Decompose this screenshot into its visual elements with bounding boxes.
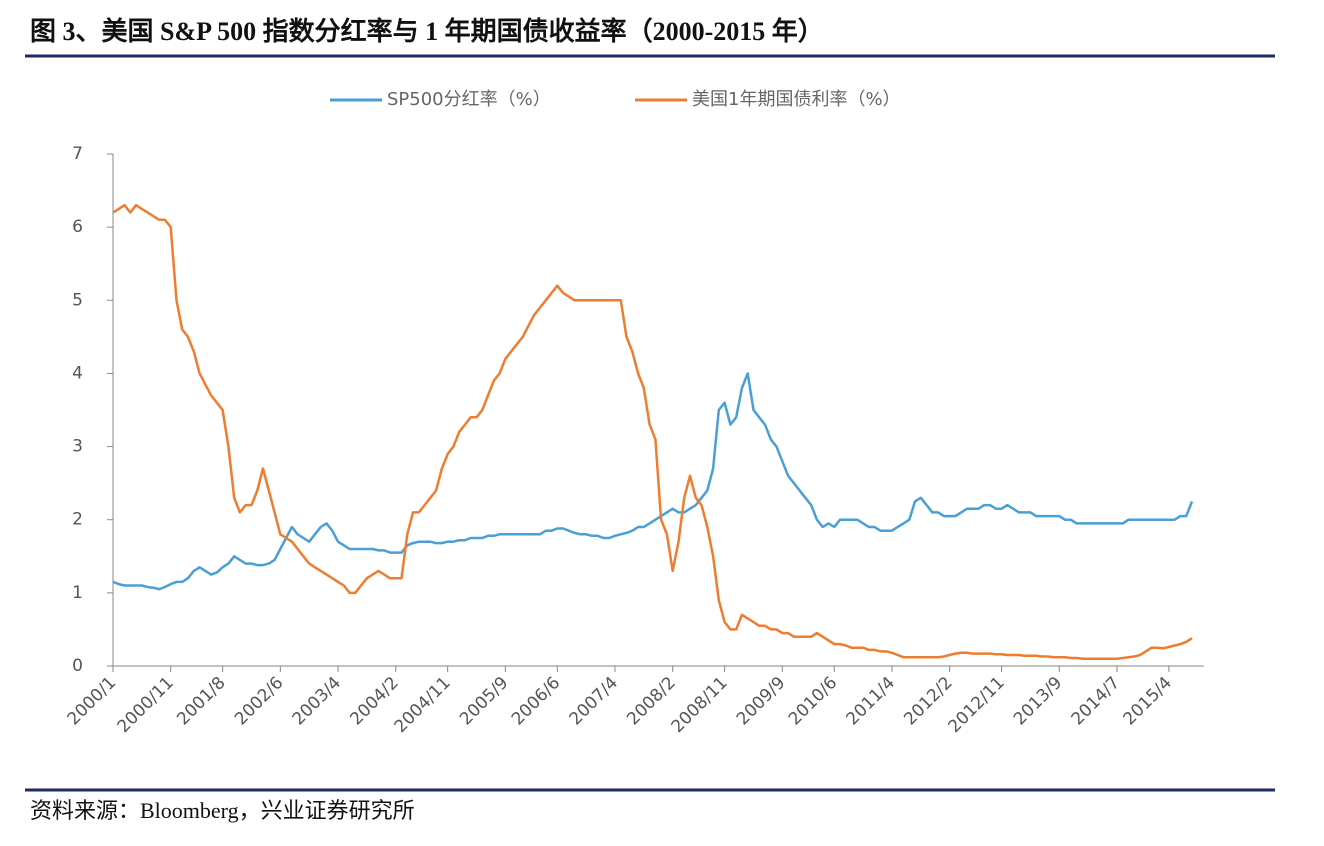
legend-label: SP500分红率（%） xyxy=(387,89,551,110)
legend-label: 美国1年期国债利率（%） xyxy=(692,89,901,110)
x-tick-label: 2000/1 xyxy=(64,673,120,729)
x-tick-label: 2012/11 xyxy=(945,673,1009,737)
chart-title: 图 3、美国 S&P 500 指数分红率与 1 年期国债收益率（2000-201… xyxy=(30,16,824,46)
x-tick-label: 2008/11 xyxy=(668,673,732,737)
y-tick-label: 1 xyxy=(72,583,83,603)
x-tick-label: 2013/9 xyxy=(1010,673,1066,729)
y-tick-label: 4 xyxy=(72,363,83,383)
x-tick-label: 2014/7 xyxy=(1068,673,1124,729)
x-tick-label: 2009/9 xyxy=(733,673,789,729)
y-tick-label: 5 xyxy=(72,290,83,310)
x-tick-label: 2007/4 xyxy=(566,673,622,729)
x-tick-label: 2002/6 xyxy=(231,673,287,729)
y-tick-label: 2 xyxy=(72,510,83,530)
x-tick-label: 2006/6 xyxy=(508,673,564,729)
x-tick-label: 2003/4 xyxy=(289,673,345,729)
x-tick-label: 2001/8 xyxy=(173,673,229,729)
x-tick-label: 2015/4 xyxy=(1120,673,1176,729)
x-tick-label: 2010/6 xyxy=(785,673,841,729)
series-line xyxy=(112,203,1193,660)
source-note: 资料来源：Bloomberg，兴业证券研究所 xyxy=(30,798,415,823)
y-tick-label: 0 xyxy=(72,656,83,676)
y-tick-label: 6 xyxy=(72,217,83,237)
y-tick-label: 3 xyxy=(72,437,83,457)
x-tick-label: 2004/11 xyxy=(391,673,455,737)
y-tick-label: 7 xyxy=(72,144,83,164)
x-tick-label: 2005/9 xyxy=(456,673,512,729)
series-line xyxy=(112,372,1194,591)
x-tick-label: 2011/4 xyxy=(843,673,899,729)
x-tick-label: 2000/11 xyxy=(114,673,178,737)
